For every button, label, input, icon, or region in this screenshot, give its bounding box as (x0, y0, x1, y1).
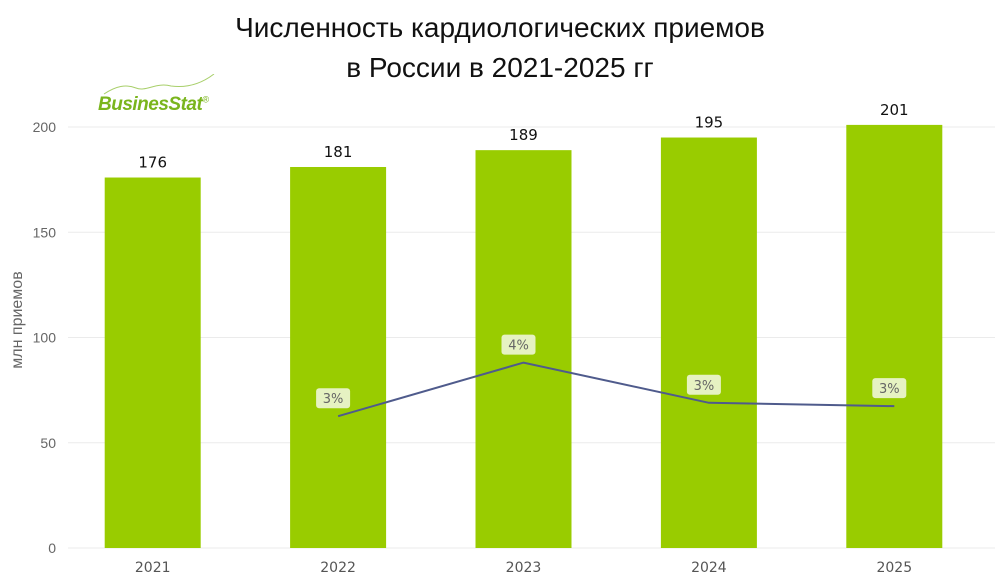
chart-title-line-1: Численность кардиологических приемов (235, 12, 765, 43)
y-tick-label: 50 (40, 435, 56, 451)
chart-title-line-2: в России в 2021-2025 гг (346, 52, 654, 83)
growth-label: 3% (879, 382, 900, 397)
growth-line (337, 361, 895, 418)
growth-label-bg (872, 378, 907, 399)
bar-value-label: 195 (695, 114, 724, 132)
y-tick-label: 100 (33, 330, 57, 346)
y-tick-label: 200 (33, 119, 57, 135)
x-tick-label: 2024 (691, 560, 727, 576)
bar-value-label: 176 (138, 154, 167, 172)
bar (660, 137, 757, 548)
bar (104, 177, 201, 548)
growth-label-bg (501, 334, 536, 355)
growth-label-bg (686, 374, 721, 395)
x-tick-label: 2021 (135, 560, 171, 576)
bar-value-label: 181 (324, 143, 353, 161)
growth-label: 4% (508, 339, 529, 354)
bar-value-label: 201 (880, 101, 909, 119)
logo-swoosh-icon (103, 74, 215, 95)
chart-title: Численность кардиологических приемов в Р… (0, 8, 1000, 88)
logo-text: BusinesStat (98, 94, 203, 115)
x-tick-label: 2023 (506, 560, 542, 576)
growth-label: 3% (694, 379, 715, 394)
y-tick-label: 150 (33, 224, 57, 240)
bar-value-label: 189 (509, 126, 538, 144)
x-tick-label: 2025 (876, 560, 912, 576)
bar (290, 166, 387, 548)
growth-label: 3% (323, 392, 344, 407)
y-tick-label: 0 (48, 540, 56, 556)
logo-registered: ® (202, 94, 209, 105)
bar (846, 124, 943, 549)
x-tick-label: 2022 (320, 560, 356, 576)
growth-label-bg (316, 388, 351, 409)
